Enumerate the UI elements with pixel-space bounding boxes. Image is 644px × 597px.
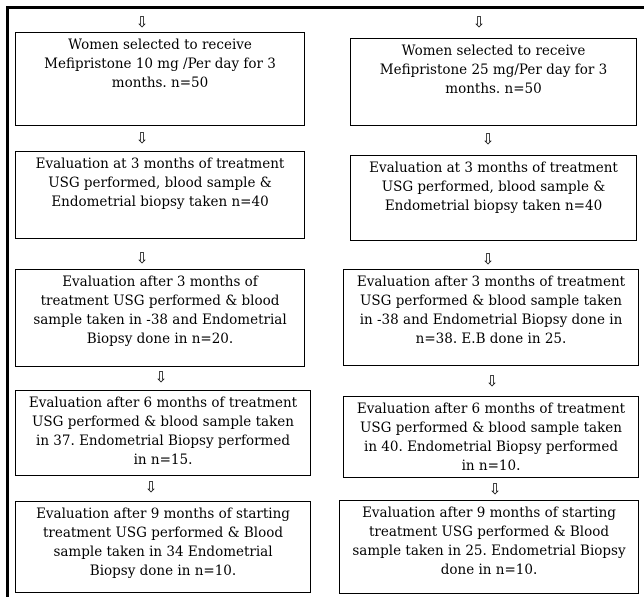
- frame-left-border: [6, 6, 9, 597]
- right-step-2-text: Evaluation at 3 months of treatment USG …: [369, 160, 618, 214]
- left-step-3-box: Evaluation after 3 months of treatment U…: [15, 269, 305, 367]
- left-step-4-text: Evaluation after 6 months of treatment U…: [28, 395, 298, 468]
- right-step-5-box: Evaluation after 9 months of starting tr…: [339, 500, 639, 594]
- down-arrow-icon: ⇩: [144, 478, 158, 496]
- down-arrow-icon: ⇩: [488, 480, 502, 498]
- right-step-2-box: Evaluation at 3 months of treatment USG …: [350, 155, 637, 241]
- down-arrow-icon: ⇩: [154, 368, 168, 386]
- frame-top-border: [6, 6, 644, 9]
- left-step-4-box: Evaluation after 6 months of treatment U…: [15, 390, 311, 476]
- down-arrow-icon: ⇩: [481, 250, 495, 268]
- right-step-4-text: Evaluation after 6 months of treatment U…: [356, 401, 626, 474]
- right-step-4-box: Evaluation after 6 months of treatment U…: [343, 396, 639, 478]
- down-arrow-icon: ⇩: [135, 249, 149, 267]
- right-step-1-text: Women selected to receive Mefipristone 2…: [379, 43, 608, 97]
- down-arrow-icon: ⇩: [485, 372, 499, 390]
- left-step-5-box: Evaluation after 9 months of starting tr…: [15, 501, 311, 593]
- down-arrow-icon: ⇩: [481, 130, 495, 148]
- left-step-1-text: Women selected to receive Mefipristone 1…: [44, 37, 276, 91]
- right-step-5-text: Evaluation after 9 months of starting tr…: [352, 505, 626, 578]
- down-arrow-icon: ⇩: [135, 129, 149, 147]
- right-step-3-box: Evaluation after 3 months of treatment U…: [343, 269, 639, 366]
- left-step-1-box: Women selected to receive Mefipristone 1…: [15, 32, 305, 126]
- left-step-2-box: Evaluation at 3 months of treatment USG …: [15, 151, 305, 239]
- left-step-5-text: Evaluation after 9 months of starting tr…: [36, 506, 290, 579]
- left-step-2-text: Evaluation at 3 months of treatment USG …: [35, 156, 285, 210]
- left-step-3-text: Evaluation after 3 months of treatment U…: [33, 274, 287, 347]
- down-arrow-icon: ⇩: [472, 13, 486, 31]
- right-step-1-box: Women selected to receive Mefipristone 2…: [350, 38, 637, 126]
- down-arrow-icon: ⇩: [135, 13, 149, 31]
- right-step-3-text: Evaluation after 3 months of treatment U…: [356, 274, 626, 347]
